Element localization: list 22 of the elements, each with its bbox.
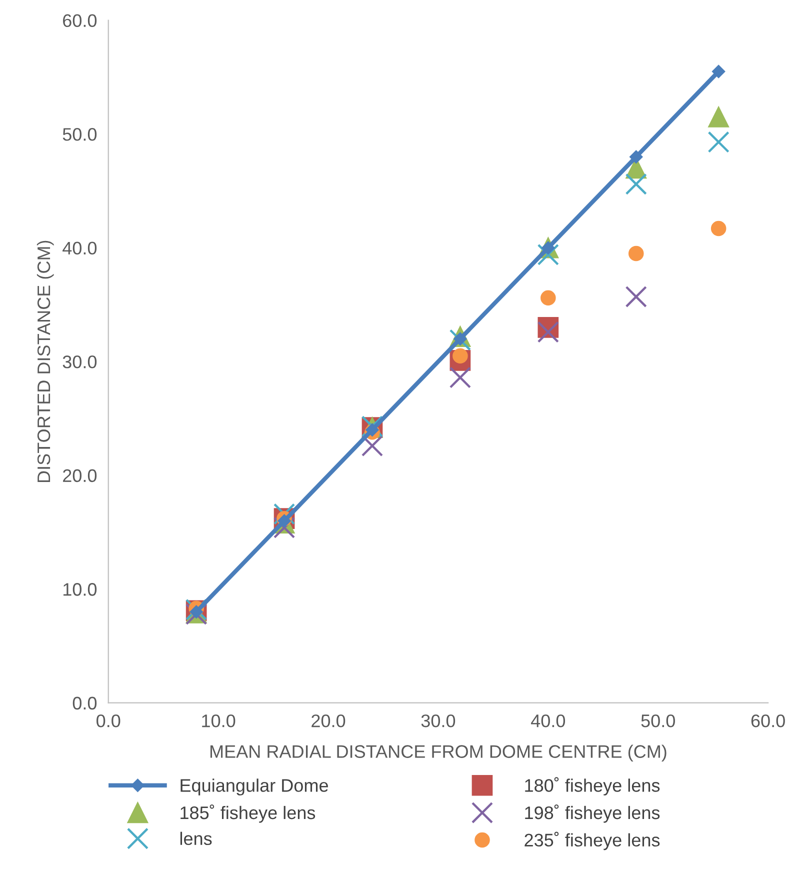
y-tick-label: 50.0 xyxy=(62,128,97,141)
x-tick-label: 0.0 xyxy=(96,714,120,728)
y-tick-label: 20.0 xyxy=(63,469,97,482)
y-tick-label: 60.0 xyxy=(63,14,97,28)
x-tick-label: 40.0 xyxy=(531,714,566,728)
legend-label: Equiangular Dome xyxy=(180,778,328,796)
y-tick-label: 0.0 xyxy=(72,696,97,710)
x-tick-label: 20.0 xyxy=(312,714,346,728)
x-tick-label: 60.0 xyxy=(751,714,785,728)
x-tick-label: 30.0 xyxy=(421,714,456,728)
legend-label: 235˚ fisheye lens xyxy=(524,832,660,850)
x-tick-label: 50.0 xyxy=(641,714,675,728)
x-axis-title: MEAN RADIAL DISTANCE FROM DOME CENTRE (CM) xyxy=(210,744,666,762)
y-axis-title: DISTORTED DISTANCE (CM) xyxy=(36,240,54,482)
y-tick-label: 30.0 xyxy=(62,356,97,368)
x-tick-label: 10.0 xyxy=(202,714,236,728)
y-tick-label: 40.0 xyxy=(62,242,97,255)
legend-label: 198˚ fisheye lens xyxy=(525,804,660,823)
y-tick-label: 10.0 xyxy=(63,583,97,596)
legend-label: 180˚ fisheye lens xyxy=(525,777,660,796)
legend-label: 185˚ fisheye lens xyxy=(180,804,316,823)
legend-label: lens xyxy=(180,832,212,846)
